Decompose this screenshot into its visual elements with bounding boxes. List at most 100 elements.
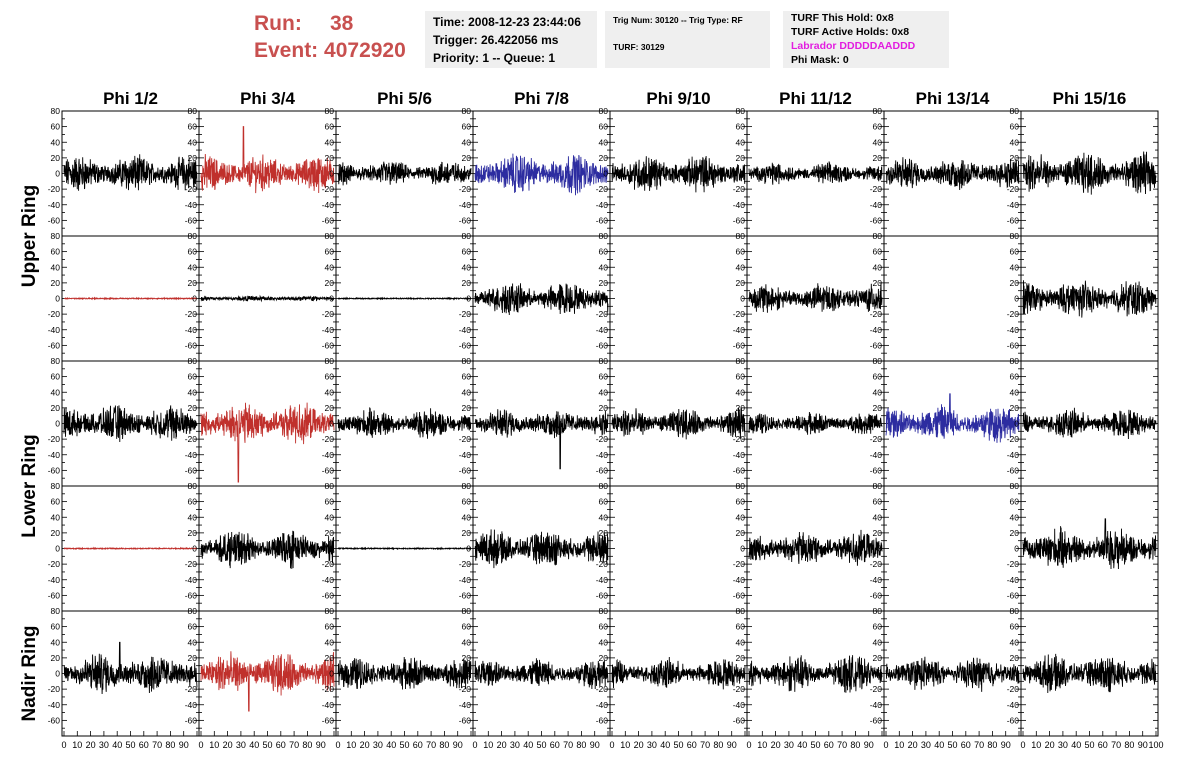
y-tick-label: 40: [51, 262, 61, 272]
y-tick-label: 0: [192, 544, 197, 554]
waveform-trace: [885, 656, 1020, 692]
x-tick-label: 0: [609, 740, 614, 750]
waveform-trace: [337, 296, 472, 301]
y-tick-label: 40: [599, 262, 609, 272]
y-tick-label: 80: [188, 106, 198, 116]
y-tick-label: -60: [459, 340, 472, 350]
y-tick-label: 60: [188, 247, 198, 257]
y-tick-label: -60: [48, 590, 61, 600]
y-tick-label: 0: [55, 544, 60, 554]
y-tick-label: 80: [325, 231, 335, 241]
y-tick-label: -60: [185, 340, 198, 350]
waveform-trace: [611, 155, 746, 193]
waveform-trace: [1022, 518, 1157, 570]
waveform-trace: [1022, 653, 1157, 694]
y-tick-label: 40: [325, 387, 335, 397]
y-tick-label: 40: [188, 512, 198, 522]
y-tick-label: 0: [466, 294, 471, 304]
y-tick-label: -40: [1007, 700, 1020, 710]
y-tick-label: -60: [870, 465, 883, 475]
y-tick-label: 60: [736, 497, 746, 507]
y-tick-label: 0: [877, 669, 882, 679]
waveform-trace: [337, 546, 472, 551]
y-tick-label: -20: [48, 684, 61, 694]
y-tick-label: 20: [325, 528, 335, 538]
x-tick-label: 20: [86, 740, 96, 750]
y-tick-label: 0: [603, 419, 608, 429]
y-tick-label: -40: [870, 575, 883, 585]
y-tick-label: 20: [51, 153, 61, 163]
column-header: Phi 11/12: [779, 89, 852, 108]
waveform-trace: [611, 407, 746, 440]
y-tick-label: -20: [48, 434, 61, 444]
waveform-trace: [200, 530, 335, 569]
trigger-info-box: Trig Num: 30120 -- Trig Type: RF TURF: 3…: [605, 11, 770, 68]
y-tick-label: -60: [870, 715, 883, 725]
y-tick-label: 80: [51, 606, 61, 616]
phi-mask-text: Phi Mask: 0: [791, 54, 849, 66]
y-tick-label: 40: [873, 637, 883, 647]
y-tick-label: -60: [322, 340, 335, 350]
y-tick-label: -60: [870, 215, 883, 225]
y-tick-label: -60: [596, 340, 609, 350]
y-tick-label: -20: [459, 684, 472, 694]
y-tick-label: 80: [873, 231, 883, 241]
y-tick-label: -20: [459, 309, 472, 319]
y-tick-label: 20: [599, 403, 609, 413]
y-tick-label: 0: [192, 169, 197, 179]
y-tick-label: 80: [736, 356, 746, 366]
x-tick-label: 70: [837, 740, 847, 750]
x-tick-label: 40: [934, 740, 944, 750]
y-tick-label: 20: [873, 278, 883, 288]
y-tick-label: 40: [1010, 387, 1020, 397]
waveform-trace: [200, 651, 335, 712]
y-tick-label: 80: [599, 356, 609, 366]
x-tick-label: 90: [453, 740, 463, 750]
x-tick-label: 30: [510, 740, 520, 750]
waveform-trace: [200, 402, 335, 483]
y-tick-label: 40: [51, 137, 61, 147]
y-tick-label: 80: [51, 356, 61, 366]
y-tick-label: 20: [599, 278, 609, 288]
y-tick-label: -40: [185, 450, 198, 460]
x-tick-label: 10: [72, 740, 82, 750]
y-tick-label: 60: [599, 497, 609, 507]
y-tick-label: 20: [1010, 653, 1020, 663]
y-tick-label: 40: [1010, 637, 1020, 647]
y-tick-label: 60: [325, 622, 335, 632]
x-tick-label: 20: [497, 740, 507, 750]
y-tick-label: -40: [185, 200, 198, 210]
waveform-trace: [1022, 407, 1157, 440]
y-tick-label: -60: [48, 465, 61, 475]
y-tick-label: 80: [188, 481, 198, 491]
y-tick-label: 60: [325, 497, 335, 507]
x-tick-label: 20: [360, 740, 370, 750]
y-tick-label: -20: [596, 559, 609, 569]
y-tick-label: 20: [462, 528, 472, 538]
y-tick-label: 0: [877, 294, 882, 304]
y-tick-label: -20: [322, 309, 335, 319]
y-tick-label: 60: [873, 372, 883, 382]
y-tick-label: 20: [462, 653, 472, 663]
y-tick-label: -40: [459, 450, 472, 460]
y-tick-label: 40: [325, 512, 335, 522]
x-tick-label: 80: [850, 740, 860, 750]
y-tick-label: 60: [599, 622, 609, 632]
x-tick-label: 80: [165, 740, 175, 750]
y-tick-label: 0: [1014, 169, 1019, 179]
y-tick-label: -40: [733, 700, 746, 710]
y-tick-label: -40: [733, 200, 746, 210]
x-tick-label: 90: [590, 740, 600, 750]
x-tick-label: 80: [439, 740, 449, 750]
y-tick-label: 0: [1014, 294, 1019, 304]
x-tick-label: 70: [426, 740, 436, 750]
x-tick-label: 90: [864, 740, 874, 750]
y-tick-label: -60: [1007, 590, 1020, 600]
x-tick-label: 0: [335, 740, 340, 750]
y-tick-label: -40: [733, 450, 746, 460]
y-tick-label: 20: [873, 153, 883, 163]
y-tick-label: 80: [462, 356, 472, 366]
x-tick-label: 80: [713, 740, 723, 750]
x-tick-label: 0: [746, 740, 751, 750]
y-tick-label: -60: [1007, 715, 1020, 725]
